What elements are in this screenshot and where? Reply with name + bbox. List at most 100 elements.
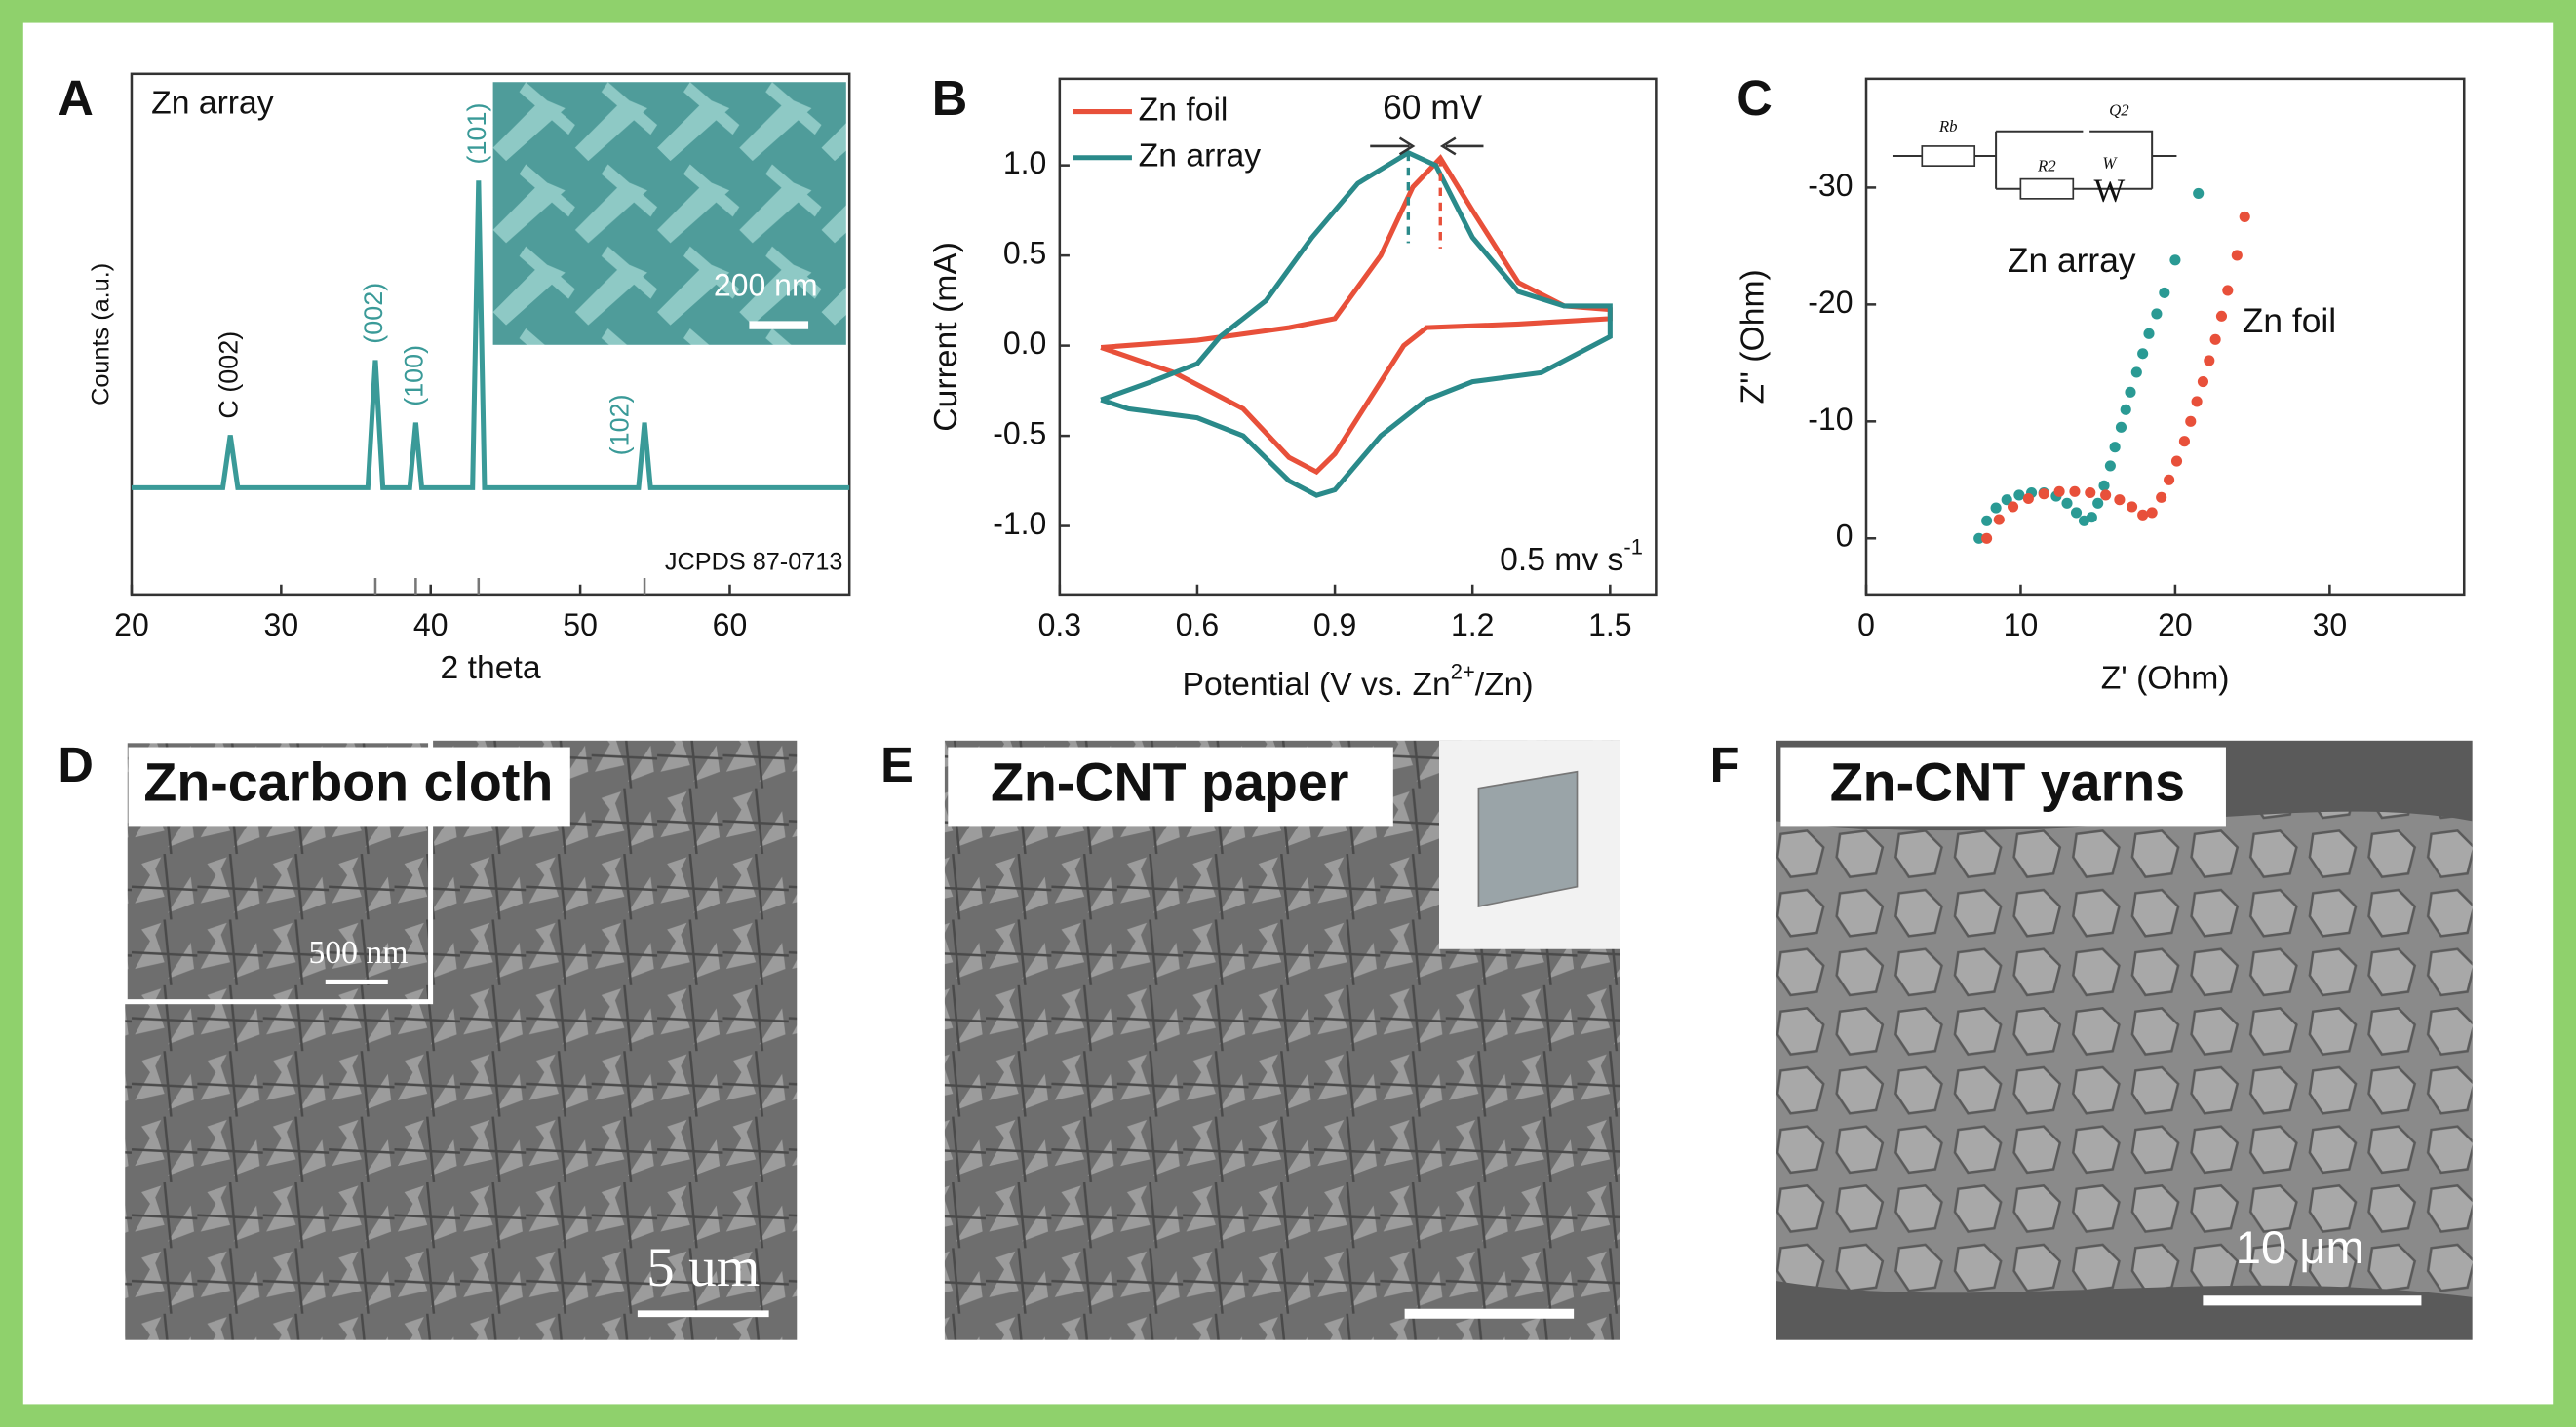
y-axis-label: Current (mA)	[928, 242, 964, 432]
data-point	[2170, 455, 2183, 467]
sem-inset	[492, 82, 846, 345]
legend-label: Zn array	[1139, 138, 1262, 174]
data-point	[2125, 386, 2136, 398]
y-tick-label: -0.5	[993, 416, 1046, 451]
data-point	[2098, 480, 2110, 491]
data-point	[2143, 328, 2155, 339]
y-tick-label: 0.0	[1003, 326, 1046, 361]
data-point	[2001, 494, 2012, 506]
panel-letter: F	[1710, 737, 1740, 792]
data-point	[2053, 485, 2065, 497]
circuit	[1892, 130, 2177, 190]
data-point	[1981, 532, 1993, 544]
data-point	[2197, 375, 2209, 388]
data-point	[1973, 532, 1985, 544]
x-axis-label: Z' (Ohm)	[2101, 660, 2230, 696]
data-point	[2209, 333, 2221, 345]
peak-label: (100)	[400, 345, 429, 406]
data-point	[2007, 501, 2019, 513]
x-tick-label: 0.3	[1038, 607, 1081, 642]
y-tick-label: -20	[1808, 285, 1853, 320]
data-point	[2115, 421, 2127, 433]
data-point	[2178, 436, 2190, 447]
data-point	[2164, 474, 2175, 485]
data-point	[2239, 211, 2250, 222]
panel-letter: E	[880, 737, 914, 792]
label-box	[948, 747, 1393, 827]
image-label: Zn-CNT paper	[991, 752, 1348, 813]
x-axis-label-part: Potential (V vs. Zn	[1183, 667, 1451, 703]
data-point	[2130, 366, 2142, 378]
arrows	[1370, 136, 1484, 156]
x-tick-label: 20	[2158, 607, 2193, 642]
panel-letter: D	[58, 737, 94, 792]
photo-object	[1477, 770, 1579, 907]
data-point	[2231, 250, 2243, 261]
data-point	[2146, 507, 2158, 519]
rate-label: 0.5 mv s-1	[1500, 534, 1643, 578]
scale-label: 10 μm	[2236, 1221, 2364, 1273]
panel-letter: B	[932, 70, 968, 126]
legend-label: Zn foil	[1139, 92, 1229, 128]
x-tick-label: 30	[2313, 607, 2348, 642]
y-axis-label: Z'' (Ohm)	[1735, 269, 1771, 404]
y-tick-label: -10	[1808, 402, 1853, 437]
data-point	[1990, 502, 2002, 514]
x-tick-label: 50	[563, 607, 598, 642]
rate-part: 0.5 mv s	[1500, 542, 1623, 578]
series-line	[1100, 149, 1613, 498]
data-point	[2137, 348, 2149, 360]
y-tick-label: -1.0	[993, 506, 1046, 541]
circuit-label: Rb	[1938, 117, 1958, 135]
y-tick-label: 0	[1836, 519, 1854, 554]
data-point	[2092, 497, 2104, 509]
resistor	[2019, 177, 2075, 200]
x-axis-label: Potential (V vs. Zn2+/Zn)	[1183, 660, 1534, 704]
x-tick-label: 60	[713, 607, 748, 642]
images: Zn-carbon cloth 500 nm 5 um D Zn-CNT pap…	[58, 737, 2473, 1340]
x-tick-label: 1.2	[1451, 607, 1494, 642]
plot-frame	[130, 72, 851, 597]
x-tick-label: 10	[2004, 607, 2039, 642]
peak-label: (002)	[359, 283, 388, 344]
sem-image	[1776, 811, 2473, 1297]
peak-label: C (002)	[214, 331, 243, 419]
data-point	[2104, 460, 2116, 472]
plot-frame	[1058, 77, 1658, 597]
data-point	[2222, 285, 2234, 296]
data-point	[2159, 287, 2170, 298]
annotation: 60 mV	[1383, 89, 1483, 127]
data-point	[2151, 308, 2163, 320]
data-point	[2109, 442, 2121, 453]
data-point	[2114, 494, 2126, 506]
data-point	[2215, 310, 2228, 322]
circuit-label: Q2	[2109, 100, 2129, 119]
data-point	[2191, 396, 2203, 407]
peak-label: (102)	[605, 394, 635, 455]
circuit-label: R2	[2037, 157, 2056, 175]
peak-label: (101)	[462, 103, 491, 165]
panel-letter: C	[1737, 70, 1773, 126]
data-point	[2185, 415, 2197, 427]
charts: A 200 nm 20 30 40 50 60 Counts (a.u.) 2 theta Zn …	[58, 70, 2466, 704]
x-tick-label: 40	[413, 607, 449, 642]
series-label: Zn array	[151, 86, 274, 122]
data-point	[2169, 254, 2181, 266]
data-point	[2100, 489, 2112, 501]
data-point	[2013, 489, 2025, 501]
data-point	[1993, 514, 2005, 525]
data-point	[2137, 509, 2149, 521]
y-axis-label: Counts (a.u.)	[87, 263, 114, 405]
data-point	[2069, 485, 2081, 497]
image-label: Zn-CNT yarns	[1830, 752, 2185, 813]
circuit-label: W	[2093, 174, 2125, 210]
scale-label: 500 nm	[308, 935, 408, 971]
label-box	[128, 747, 570, 827]
circuit-label: W	[2102, 153, 2118, 172]
x-tick-label: 0.9	[1313, 607, 1356, 642]
x-axis-label-part: 2+	[1451, 660, 1475, 684]
data-point	[2085, 486, 2096, 499]
label-box	[1780, 747, 2226, 827]
image-label: Zn-carbon cloth	[143, 752, 553, 813]
